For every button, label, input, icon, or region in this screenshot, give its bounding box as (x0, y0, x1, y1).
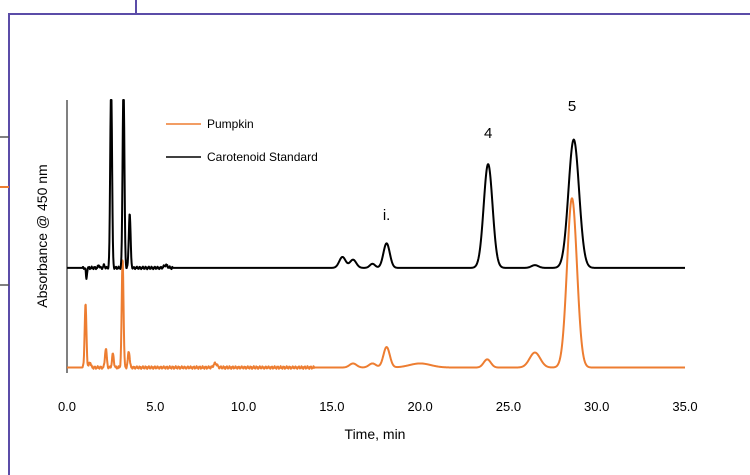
x-tick-label: 15.0 (319, 399, 344, 414)
peak-label: 5 (568, 98, 576, 115)
x-tick-label: 0.0 (58, 399, 76, 414)
series-layer (67, 100, 685, 369)
legend-label-carotenoid-standard: Carotenoid Standard (207, 150, 318, 164)
series-line-carotenoid-standard (67, 100, 685, 279)
x-tick-label: 25.0 (496, 399, 521, 414)
legend-label-pumpkin: Pumpkin (207, 117, 254, 131)
peak-label: 4 (484, 125, 492, 142)
legend: Pumpkin Carotenoid Standard (166, 117, 318, 164)
x-axis-title: Time, min (345, 426, 406, 442)
peak-label: i. (383, 207, 391, 224)
x-tick-label: 5.0 (146, 399, 164, 414)
series-line-pumpkin (67, 198, 685, 369)
peak-annotations: i. 4 5 (383, 98, 576, 224)
x-tick-label: 35.0 (672, 399, 697, 414)
x-tick-label: 20.0 (407, 399, 432, 414)
y-axis-title: Absorbance @ 450 nm (34, 164, 50, 307)
x-tick-label: 10.0 (231, 399, 256, 414)
x-tick-labels: 0.0 5.0 10.0 15.0 20.0 25.0 30.0 35.0 (58, 399, 698, 414)
x-tick-label: 30.0 (584, 399, 609, 414)
